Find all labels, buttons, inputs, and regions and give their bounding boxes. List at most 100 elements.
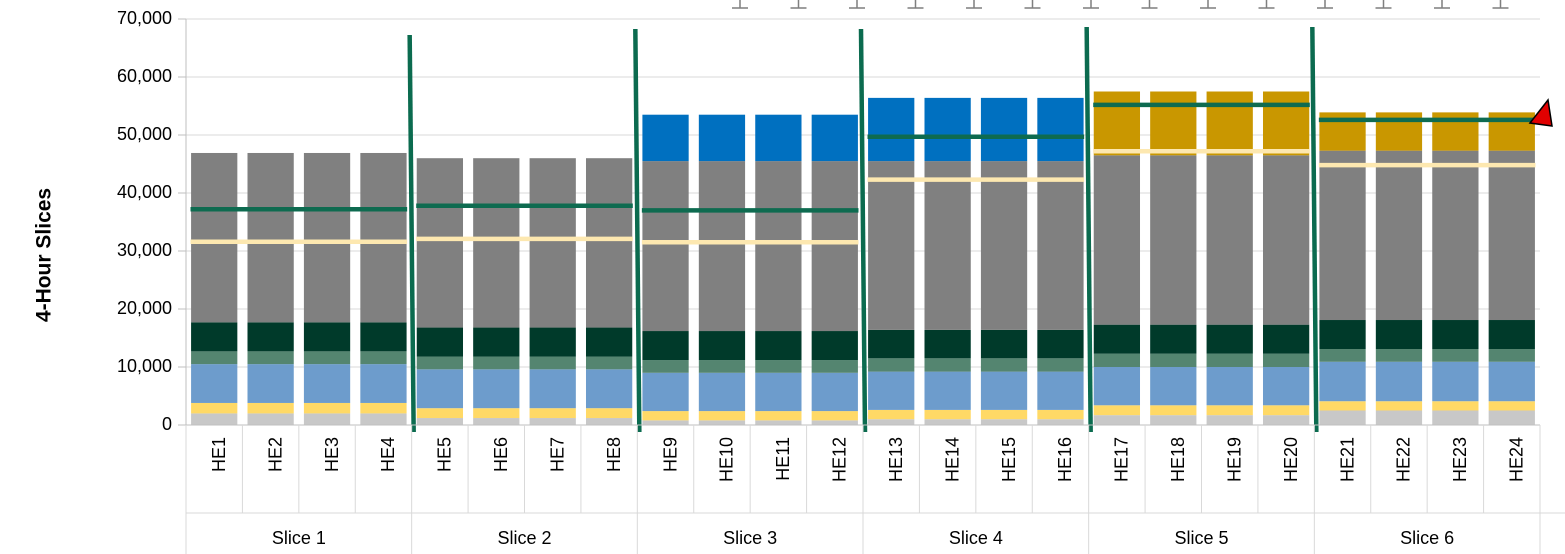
bar-segment bbox=[1150, 405, 1197, 416]
bar-segment bbox=[303, 364, 351, 403]
bar-segment bbox=[755, 411, 802, 421]
bar-segment bbox=[1375, 410, 1423, 425]
bar-segment bbox=[1037, 371, 1084, 410]
x-tick-label: HE18 bbox=[1168, 437, 1188, 482]
bar-segment bbox=[755, 331, 802, 361]
bar-segment bbox=[811, 331, 858, 361]
slice-group-label: Slice 5 bbox=[1174, 528, 1228, 548]
bar-segment bbox=[1319, 410, 1366, 425]
bar-segment bbox=[360, 322, 407, 352]
bar-segment bbox=[1093, 324, 1141, 354]
bar-segment bbox=[1488, 349, 1535, 362]
bar-segment bbox=[811, 420, 858, 425]
x-tick-label: HE19 bbox=[1224, 437, 1244, 482]
bar-segment bbox=[980, 419, 1028, 425]
bar-segment bbox=[529, 408, 576, 419]
bar-segment bbox=[698, 331, 746, 361]
bar-segment bbox=[698, 360, 746, 373]
bar-segment bbox=[642, 411, 689, 421]
cropped-marker bbox=[849, 0, 865, 9]
bar-segment bbox=[529, 327, 576, 357]
bar-segment bbox=[1262, 155, 1310, 325]
x-tick-label: HE22 bbox=[1394, 437, 1414, 482]
y-tick-label: 20,000 bbox=[117, 298, 172, 318]
bar-segment bbox=[1432, 150, 1479, 321]
bar-segment bbox=[1488, 320, 1535, 350]
bar-segment bbox=[1150, 415, 1197, 425]
cropped-marker bbox=[1492, 0, 1509, 9]
x-tick-label: HE8 bbox=[604, 437, 624, 472]
bar-segment bbox=[1375, 320, 1423, 350]
bar-segment bbox=[416, 369, 464, 409]
bar-segment bbox=[980, 161, 1028, 330]
bar-segment bbox=[1037, 409, 1084, 420]
bar-segment bbox=[1150, 324, 1197, 354]
bar-segment bbox=[698, 411, 746, 421]
bar-segment bbox=[247, 351, 294, 365]
x-tick-label: HE3 bbox=[322, 437, 342, 472]
bar-segment bbox=[585, 356, 633, 370]
bar-segment bbox=[360, 351, 407, 365]
y-tick-label: 30,000 bbox=[117, 240, 172, 260]
bar-segment bbox=[642, 360, 689, 373]
bar-segment bbox=[1432, 361, 1479, 402]
decorations bbox=[732, 0, 1553, 127]
bar-segment bbox=[755, 161, 802, 332]
bar-segment bbox=[1262, 367, 1310, 406]
cropped-marker bbox=[1024, 0, 1041, 9]
overlay-lines bbox=[190, 102, 1536, 245]
bar-segment bbox=[868, 329, 915, 359]
bar-segment bbox=[1375, 401, 1423, 411]
axes bbox=[178, 18, 1565, 554]
cropped-marker bbox=[1083, 0, 1099, 9]
bar-segment bbox=[529, 356, 576, 370]
bar-segment bbox=[755, 420, 802, 425]
bar-segment bbox=[698, 420, 746, 425]
bar-segment bbox=[1488, 150, 1535, 321]
bar-segment bbox=[416, 327, 464, 357]
slice-group-label: Slice 6 bbox=[1400, 528, 1454, 548]
bar-segment bbox=[924, 358, 971, 372]
bar-segment bbox=[1093, 415, 1141, 425]
bar-segment bbox=[1432, 410, 1479, 425]
x-tick-label: HE16 bbox=[1055, 437, 1075, 482]
bar-segment bbox=[1037, 329, 1084, 359]
bar-segment bbox=[1432, 401, 1479, 411]
bar-segment bbox=[585, 408, 633, 419]
bar-segment bbox=[247, 402, 294, 414]
bar-segment bbox=[1037, 419, 1084, 425]
x-tick-labels: HE1 HE2 HE3 HE4 HE5 HE6 HE7 HE8 HE9 HE10 HE11 HE12 H… bbox=[209, 437, 1527, 482]
bar-segment bbox=[1206, 405, 1253, 416]
bar-segment bbox=[191, 351, 238, 365]
bar-segment bbox=[473, 408, 520, 419]
x-tick-label: HE21 bbox=[1337, 437, 1357, 482]
bar-segment bbox=[1093, 155, 1141, 325]
y-tick-label: 40,000 bbox=[117, 182, 172, 202]
bar-segment bbox=[980, 409, 1028, 420]
cropped-marker bbox=[1141, 0, 1158, 9]
cropped-marker bbox=[1317, 0, 1333, 9]
y-axis-label: 4-Hour Slices bbox=[33, 188, 56, 322]
bar-segment bbox=[642, 420, 689, 425]
bar-segment bbox=[360, 413, 407, 425]
x-tick-label: HE6 bbox=[491, 437, 511, 472]
arrow-icon bbox=[1528, 98, 1553, 127]
bar-segment bbox=[303, 351, 351, 365]
bar-segment bbox=[1150, 353, 1197, 367]
bars bbox=[191, 91, 1535, 425]
bar-segment bbox=[1037, 161, 1084, 330]
bar-segment bbox=[473, 327, 520, 357]
bar-segment bbox=[924, 419, 971, 425]
x-tick-label: HE17 bbox=[1112, 437, 1132, 482]
bar-segment bbox=[924, 409, 971, 420]
bar-segment bbox=[1037, 97, 1084, 162]
bar-segment bbox=[473, 369, 520, 409]
bar-segment bbox=[1262, 91, 1310, 156]
x-tick-label: HE9 bbox=[660, 437, 680, 472]
bar-segment bbox=[811, 360, 858, 373]
bar-segment bbox=[1262, 415, 1310, 425]
slice-divider bbox=[1084, 26, 1093, 433]
slice-dividers bbox=[407, 26, 1319, 433]
bar-segment bbox=[191, 402, 238, 414]
bar-segment bbox=[811, 114, 858, 162]
